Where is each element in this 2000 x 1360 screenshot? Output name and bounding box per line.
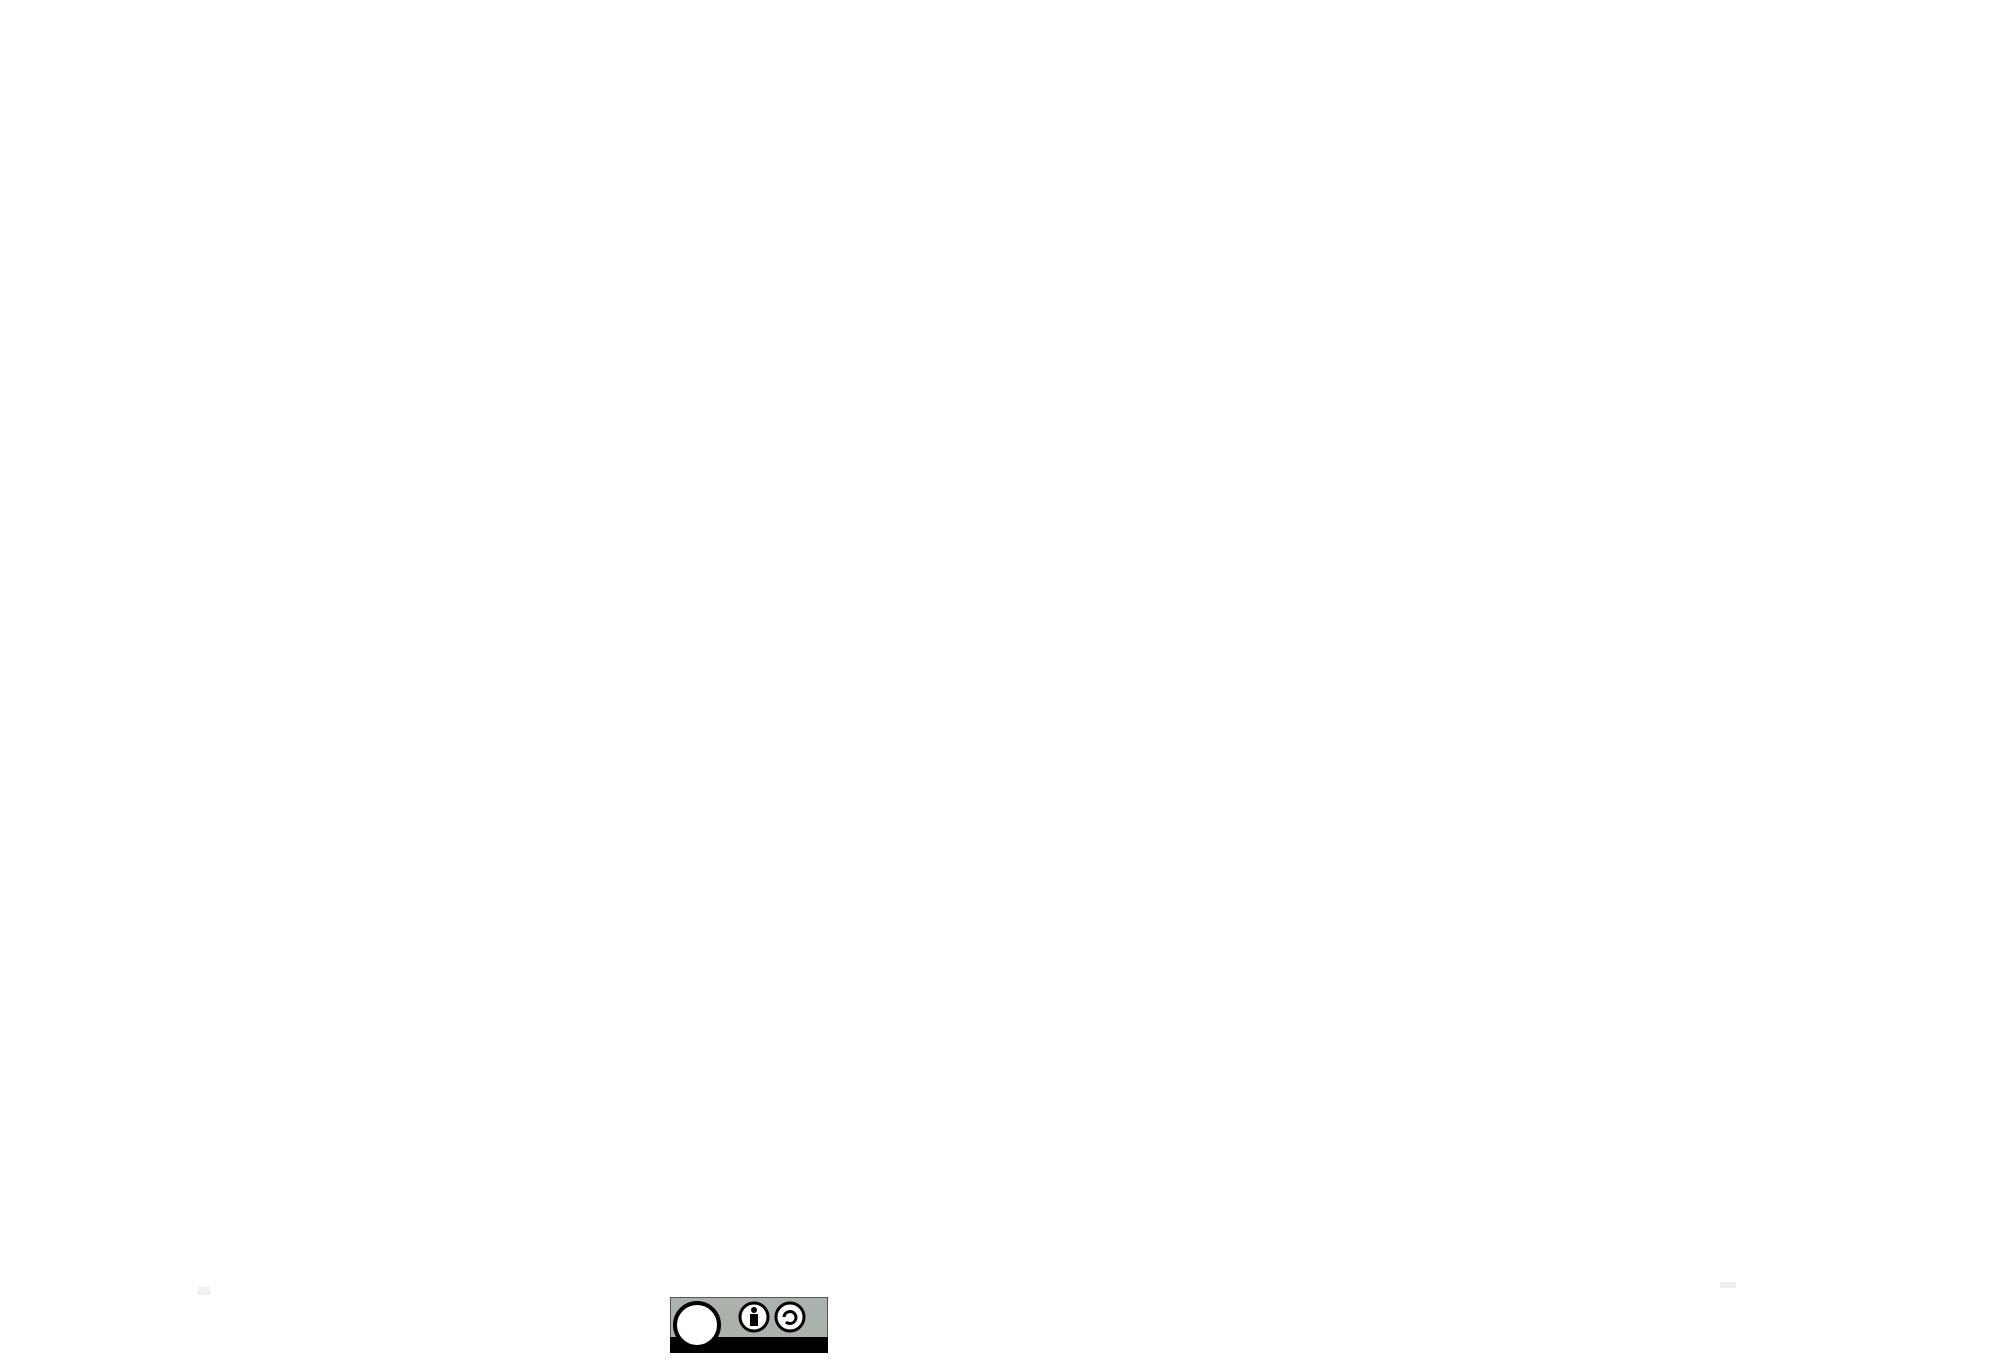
- share-alike-icon: [774, 1301, 806, 1333]
- cc-icon: [673, 1301, 721, 1349]
- reference-height-box: [198, 1287, 210, 1295]
- wv-calibration-box: [1720, 1282, 1736, 1288]
- cc-by-sa-badge: [670, 1297, 828, 1353]
